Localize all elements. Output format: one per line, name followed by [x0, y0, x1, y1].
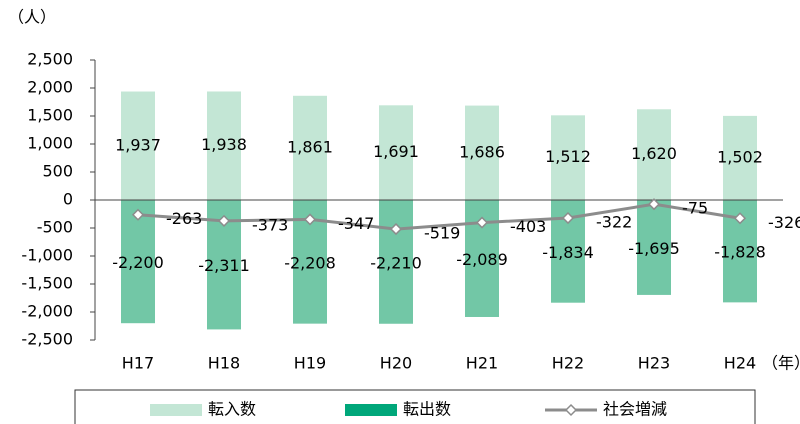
legend-label: 社会増減 — [603, 400, 667, 419]
value-label: -2,208 — [284, 253, 336, 272]
value-label: 1,502 — [717, 147, 763, 166]
legend-marker — [564, 403, 578, 417]
bar — [723, 115, 757, 200]
marker — [647, 198, 661, 211]
marker — [561, 211, 575, 225]
y-tick-label: 1,500 — [27, 106, 73, 125]
line-value-label: -322 — [596, 213, 632, 232]
line-value-label: -326 — [768, 213, 800, 232]
value-label: 1,861 — [287, 137, 333, 156]
marker — [303, 213, 317, 226]
line-value-label: -403 — [510, 217, 546, 236]
marker — [131, 208, 145, 221]
value-label: 1,512 — [545, 147, 591, 166]
line — [137, 202, 741, 231]
value-label: 1,686 — [459, 142, 505, 161]
value-label: 1,691 — [373, 142, 419, 161]
value-label: -2,200 — [112, 253, 164, 272]
x-tick-label: H22 — [552, 354, 584, 373]
bar — [465, 105, 499, 200]
line-value-label: -263 — [166, 209, 202, 228]
y-tick-label: -2,000 — [21, 302, 73, 321]
value-label: 1,620 — [631, 144, 677, 163]
y-tick-label: -1,500 — [21, 274, 73, 293]
legend-label: 転入数 — [208, 400, 256, 419]
legend-swatch — [345, 404, 397, 416]
y-tick-label: 2,500 — [27, 50, 73, 69]
bar — [637, 109, 671, 200]
y-tick-label: 1,000 — [27, 134, 73, 153]
x-tick-label: H18 — [208, 354, 240, 373]
x-tick-label: H24 — [724, 354, 756, 373]
y-tick-label: -2,500 — [21, 330, 73, 349]
legend-label: 転出数 — [403, 400, 451, 419]
value-label: -2,210 — [370, 253, 422, 272]
bar — [637, 200, 671, 295]
line-value-label: -75 — [682, 199, 708, 218]
y-tick-label: -1,000 — [21, 246, 73, 265]
value-label: -2,089 — [456, 250, 508, 269]
marker — [217, 214, 231, 227]
marker — [475, 216, 489, 229]
legend-swatch — [150, 404, 202, 416]
value-label: -2,311 — [198, 256, 250, 275]
value-label: 1,937 — [115, 135, 161, 154]
value-label: -1,828 — [714, 243, 766, 262]
y-tick-label: 500 — [42, 162, 73, 181]
y-tick-label: 0 — [63, 190, 73, 209]
value-label: 1,938 — [201, 135, 247, 154]
bar — [379, 200, 413, 324]
x-tick-label: H17 — [122, 354, 154, 373]
marker — [389, 223, 403, 236]
y-unit: （人） — [8, 8, 56, 27]
value-label: -1,834 — [542, 243, 594, 262]
bar — [293, 95, 327, 200]
x-tick-label: H19 — [294, 354, 326, 373]
x-tick-label: H23 — [638, 354, 670, 373]
marker — [733, 212, 747, 225]
y-tick-label: 2,000 — [27, 78, 73, 97]
bar — [379, 105, 413, 200]
y-tick-label: -500 — [37, 218, 73, 237]
x-unit: （年） — [762, 354, 800, 373]
line-value-label: -519 — [424, 224, 460, 243]
line-value-label: -373 — [252, 215, 288, 234]
line-value-label: -347 — [338, 214, 374, 233]
bar — [121, 91, 155, 200]
value-label: -1,695 — [628, 239, 680, 258]
x-tick-label: H21 — [466, 354, 498, 373]
bar — [551, 115, 585, 200]
bar — [207, 91, 241, 200]
x-tick-label: H20 — [380, 354, 412, 373]
